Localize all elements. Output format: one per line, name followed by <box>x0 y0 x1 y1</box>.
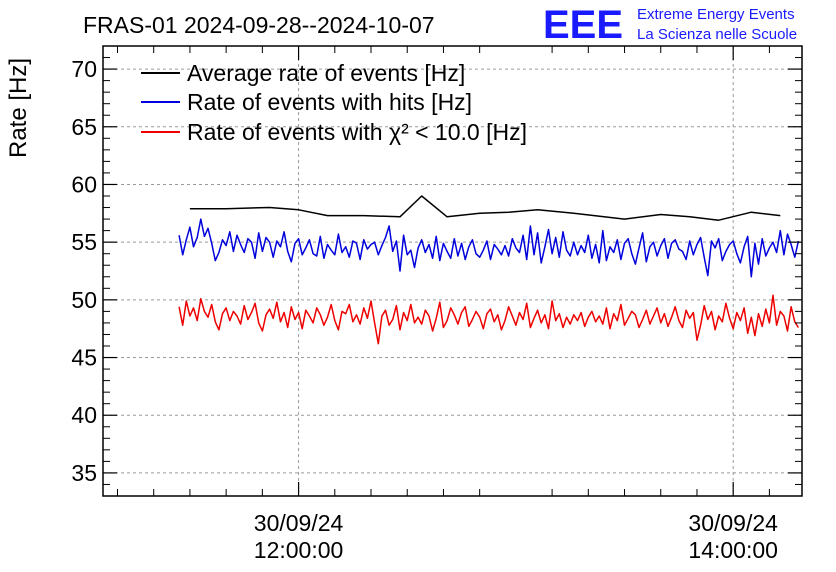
chart-title: FRAS-01 2024-09-28--2024-10-07 <box>83 12 435 38</box>
series-line-average <box>189 195 781 221</box>
y-tick-label: 35 <box>71 460 97 486</box>
series-line-hits <box>178 218 800 278</box>
grid <box>103 46 802 496</box>
eee-logo: EEE <box>543 3 623 47</box>
y-tick-label: 65 <box>71 114 97 140</box>
y-axis-label: Rate [Hz] <box>5 58 32 158</box>
y-tick-label: 45 <box>71 345 97 371</box>
series-lines <box>178 195 800 345</box>
x-tick-label-time: 12:00:00 <box>254 537 344 563</box>
y-tick-label: 60 <box>71 171 97 197</box>
y-tick-label: 40 <box>71 402 97 428</box>
axes: 354045505560657030/09/2412:00:0030/09/24… <box>71 45 803 563</box>
y-tick-label: 50 <box>71 287 97 313</box>
legend-label-chi2: Rate of events with χ² < 10.0 [Hz] <box>187 119 527 145</box>
plot-frame <box>102 45 803 497</box>
y-tick-label: 70 <box>71 56 97 82</box>
x-tick-label-time: 14:00:00 <box>688 537 778 563</box>
series-line-chi2 <box>178 294 800 345</box>
logo-caption-line1: Extreme Energy Events <box>637 6 795 23</box>
legend-label-average: Average rate of events [Hz] <box>187 60 465 86</box>
logo-caption-line2: La Scienza nelle Scuole <box>637 26 797 43</box>
x-tick-label-date: 30/09/24 <box>688 510 778 536</box>
legend-label-hits: Rate of events with hits [Hz] <box>187 89 472 115</box>
y-tick-label: 55 <box>71 229 97 255</box>
legend: Average rate of events [Hz] Rate of event… <box>141 60 527 145</box>
x-tick-label-date: 30/09/24 <box>254 510 344 536</box>
